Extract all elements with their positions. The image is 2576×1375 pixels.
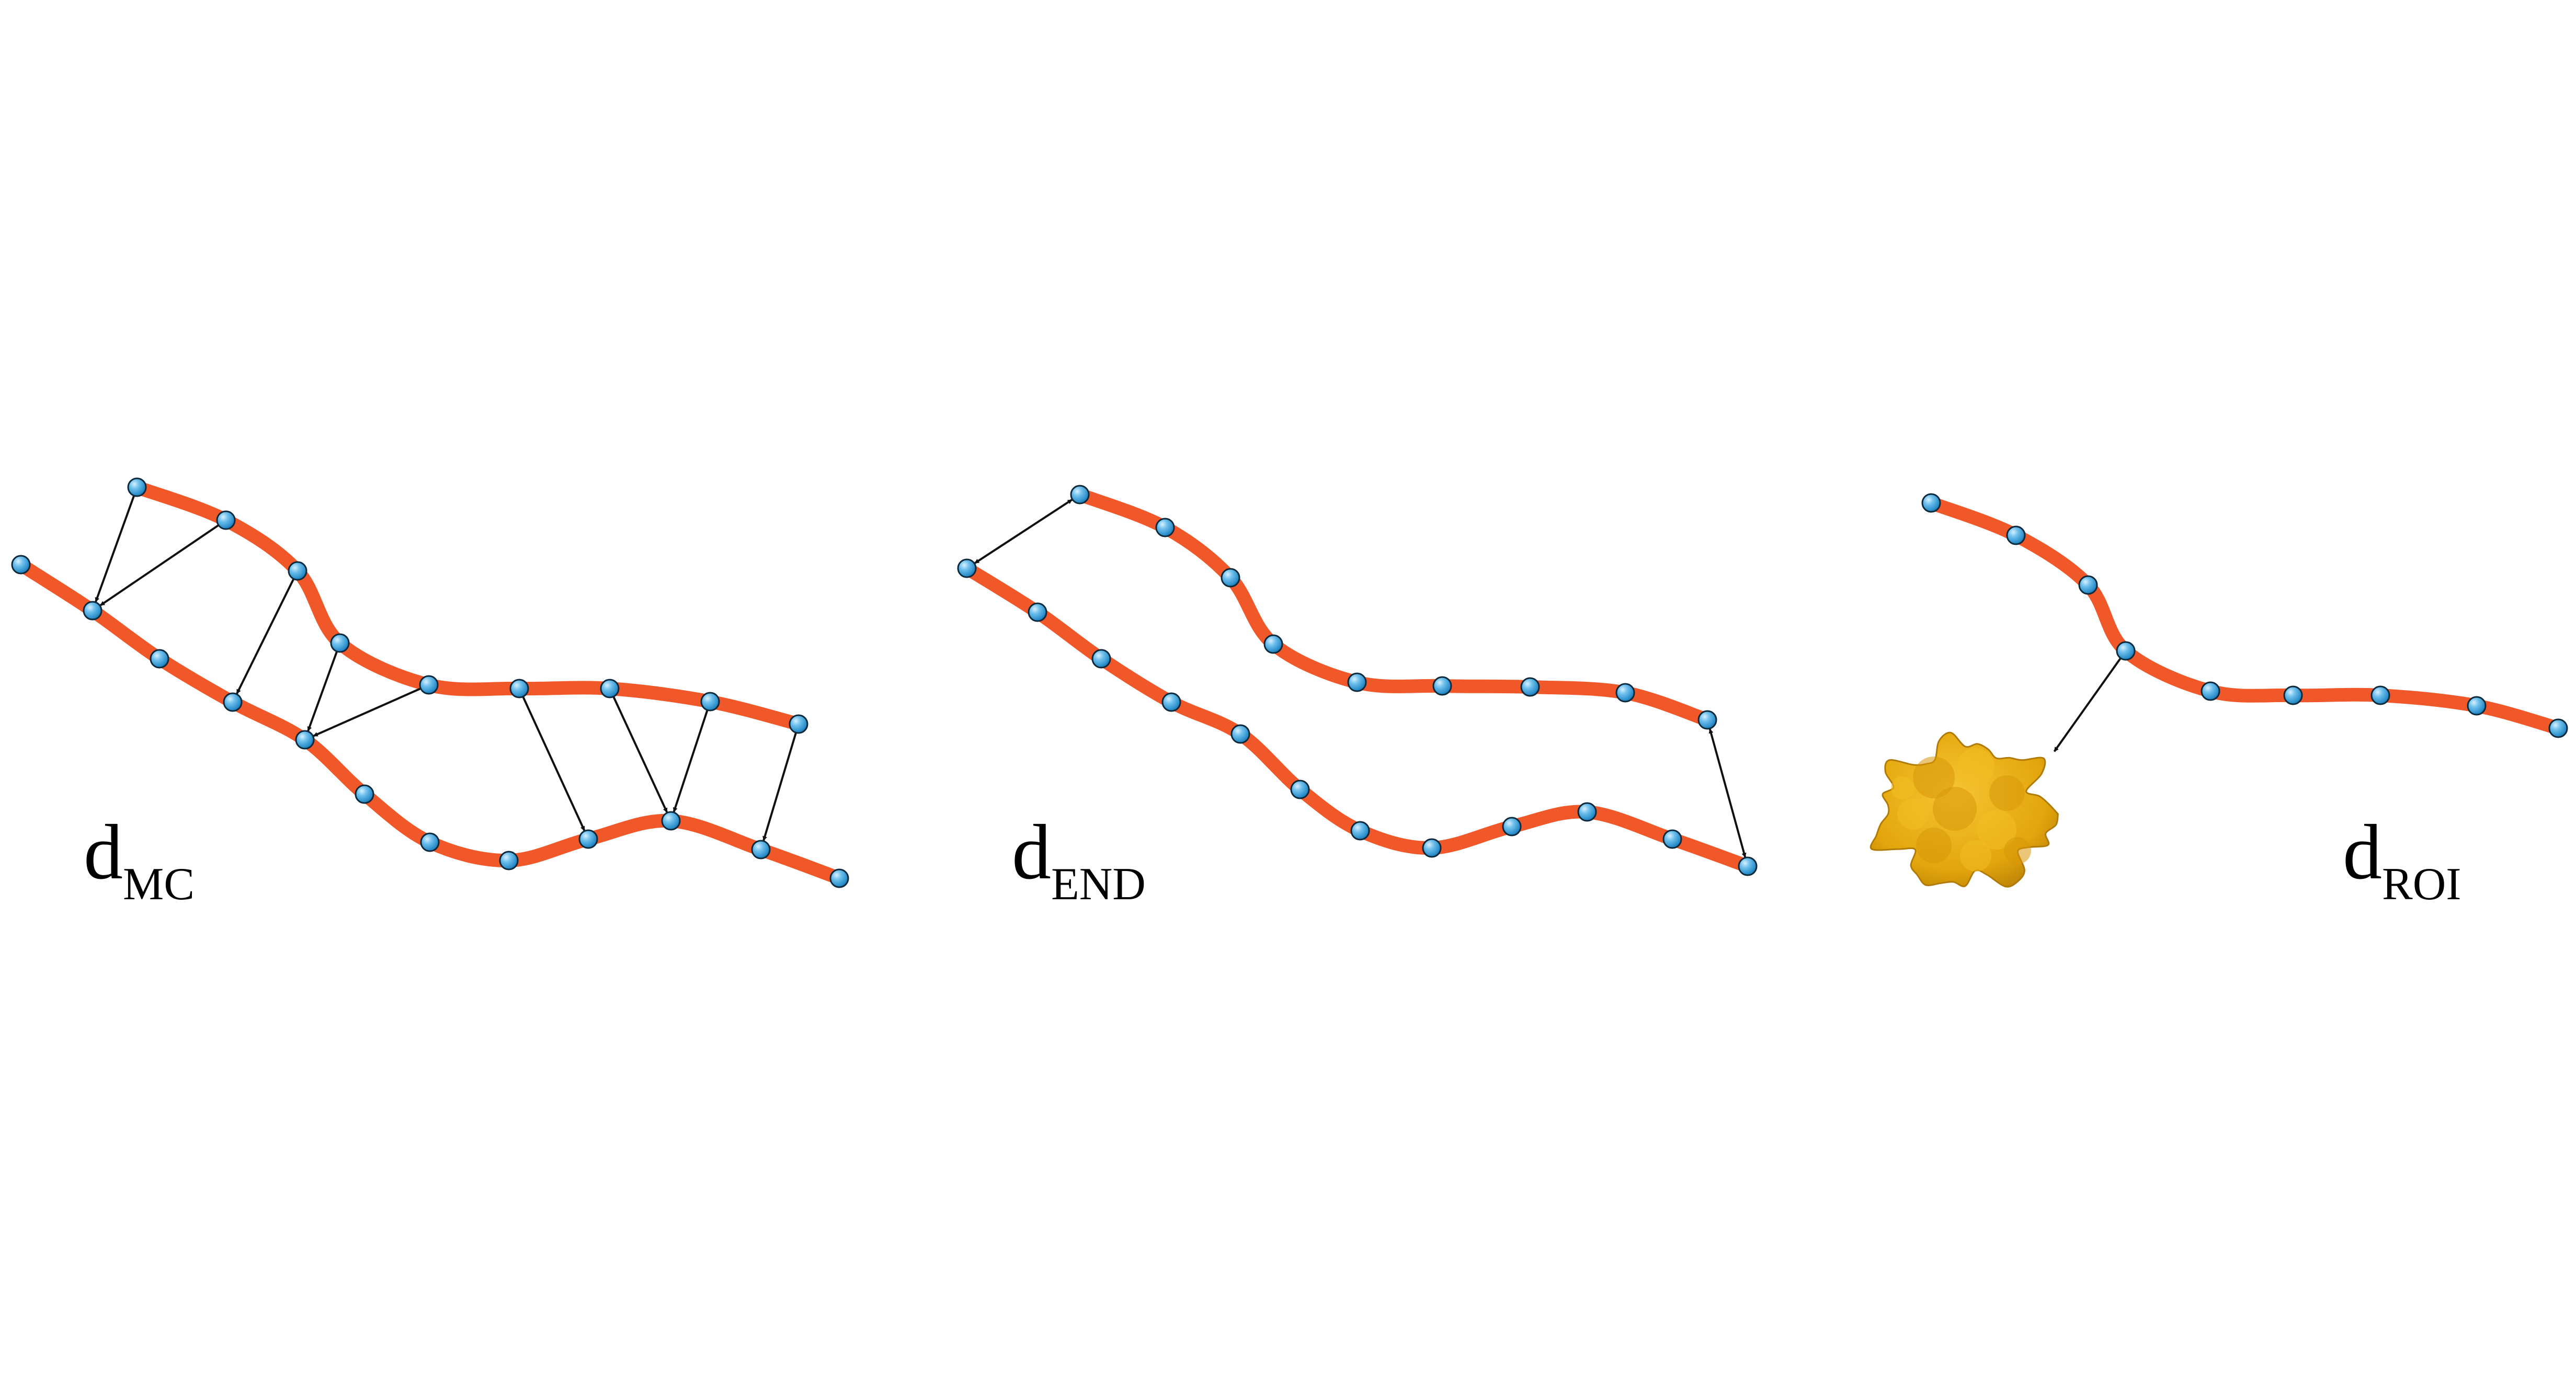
end-bottom-bead-icon-3 — [1161, 692, 1181, 712]
end-top-bead-icon-0 — [1070, 485, 1090, 505]
mc-top-bead-icon-3 — [330, 633, 350, 653]
label-end: dEND — [1012, 809, 1146, 910]
region-blob-lobe-4 — [1933, 787, 1977, 831]
label-mc-main: d — [84, 809, 123, 896]
mc-arrow-icon-4 — [313, 684, 428, 737]
mc-top-bead-icon-7 — [700, 692, 720, 712]
roi-bead-icon-5 — [2283, 685, 2303, 705]
end-bottom-bead-icon-0 — [957, 558, 977, 578]
mc-bottom-bead-icon-7 — [499, 851, 519, 870]
end-bottom-bead-icon-10 — [1662, 829, 1682, 849]
end-bottom-bead-icon-11 — [1738, 856, 1758, 876]
end-top-bead-icon-8 — [1697, 710, 1717, 730]
mc-top-bead-icon-8 — [789, 714, 808, 734]
roi-bead-icon-2 — [2078, 575, 2098, 595]
mc-bottom-bead-icon-2 — [150, 649, 169, 669]
mc-bottom-bead-icon-5 — [355, 784, 374, 804]
mc-bottom-bead-icon-4 — [295, 730, 315, 750]
region-blob-lobe-5 — [1977, 810, 2016, 850]
end-bottom-bead-icon-1 — [1028, 602, 1047, 622]
roi-bead-icon-0 — [1921, 493, 1941, 513]
panel-mc — [11, 477, 849, 888]
region-blob-lobe-1 — [1957, 748, 1994, 786]
mc-top-bead-icon-4 — [419, 675, 439, 695]
mc-bottom-bead-icon-11 — [829, 868, 849, 888]
end-bottom-bead-icon-8 — [1502, 817, 1522, 837]
region-blob-lobe-3 — [1897, 798, 1929, 830]
label-roi-sub: ROI — [2382, 859, 2461, 910]
panel-end — [957, 485, 1758, 876]
region-blob-lobe-7 — [1960, 840, 1991, 872]
end-bottom-bead-icon-7 — [1422, 838, 1442, 858]
mc-bottom-bead-icon-0 — [11, 555, 31, 575]
end-arrow-icon-0 — [974, 499, 1073, 564]
mc-top-bead-icon-0 — [127, 477, 147, 497]
mc-arrow-icon-6 — [609, 690, 668, 813]
mc-bottom-bead-icon-6 — [420, 832, 440, 852]
label-mc-sub: MC — [123, 859, 195, 910]
end-bottom-bead-icon-5 — [1290, 780, 1310, 799]
mc-top-bead-icon-1 — [216, 510, 236, 530]
end-top-bead-icon-4 — [1347, 672, 1367, 692]
mc-bottom-bead-icon-9 — [661, 811, 681, 831]
end-top-bead-icon-6 — [1520, 677, 1540, 697]
label-roi: dROI — [2343, 809, 2461, 910]
panel-roi — [1870, 493, 2568, 888]
region-blob-lobe-8 — [2004, 837, 2031, 864]
end-arrow-icon-1 — [1708, 728, 1747, 858]
end-top-bead-icon-5 — [1432, 676, 1452, 696]
roi-bead-icon-4 — [2201, 681, 2220, 701]
region-blob-icon — [1870, 731, 2059, 888]
label-mc: dMC — [84, 809, 195, 910]
label-end-main: d — [1012, 809, 1051, 896]
roi-bead-icon-3 — [2116, 641, 2136, 661]
mc-top-bead-icon-6 — [600, 679, 620, 698]
end-top-bead-icon-7 — [1615, 683, 1635, 703]
region-blob-lobe-0 — [1913, 757, 1955, 798]
end-top-bead-icon-2 — [1221, 568, 1240, 588]
chain-mc-bottom — [14, 558, 846, 885]
end-top-bead-icon-3 — [1263, 634, 1283, 654]
mc-arrow-icon-7 — [673, 703, 711, 812]
region-blob-lobe-9 — [1891, 776, 1914, 799]
region-blob-lobe-2 — [1989, 775, 2025, 811]
mc-bottom-bead-icon-10 — [751, 840, 771, 860]
roi-arrow-icon-0 — [2053, 652, 2126, 752]
end-bottom-bead-icon-2 — [1091, 649, 1111, 669]
label-end-sub: END — [1051, 859, 1146, 910]
end-top-bead-icon-1 — [1155, 518, 1175, 537]
roi-bead-icon-7 — [2467, 696, 2487, 716]
mc-bottom-bead-icon-3 — [223, 692, 243, 712]
end-bottom-bead-icon-9 — [1577, 802, 1597, 822]
mc-arrow-icon-3 — [307, 645, 340, 731]
mc-bottom-bead-icon-8 — [578, 829, 598, 849]
mc-bottom-bead-icon-1 — [83, 601, 102, 621]
mc-arrow-icon-2 — [236, 572, 298, 694]
roi-bead-icon-1 — [2006, 525, 2026, 545]
roi-bead-icon-8 — [2548, 718, 2568, 738]
chain-end-bottom — [960, 562, 1754, 873]
mc-arrow-icon-1 — [99, 520, 225, 606]
chain-mc-top — [130, 480, 805, 731]
mc-top-bead-icon-5 — [509, 679, 529, 698]
mc-arrow-icon-8 — [762, 726, 799, 841]
roi-bead-icon-6 — [2370, 685, 2390, 705]
end-bottom-bead-icon-4 — [1230, 724, 1250, 744]
mc-arrow-icon-0 — [95, 489, 138, 602]
label-roi-main: d — [2343, 809, 2382, 896]
mc-arrow-icon-5 — [519, 690, 586, 831]
region-blob-lobe-6 — [1916, 828, 1952, 863]
mc-top-bead-icon-2 — [288, 561, 307, 581]
end-bottom-bead-icon-6 — [1350, 821, 1370, 841]
